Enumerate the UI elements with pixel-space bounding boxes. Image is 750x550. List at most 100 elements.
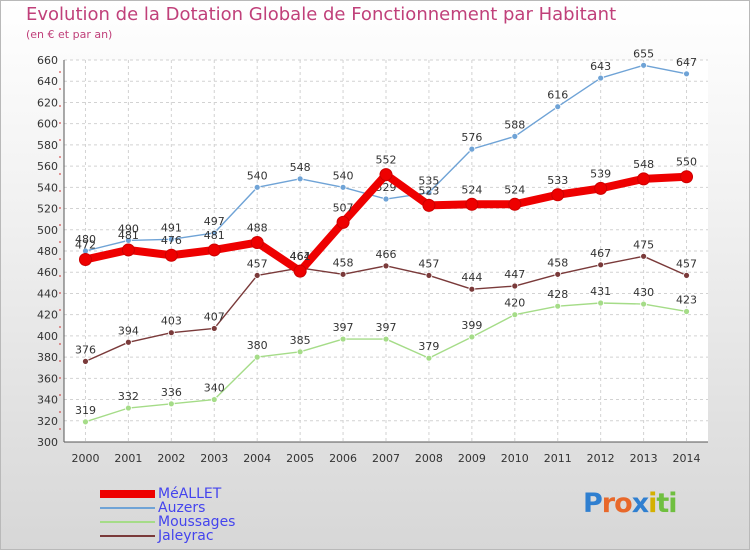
data-point-auzers [468,145,476,153]
x-tick-label: 2000 [71,452,99,465]
data-label-mallet: 533 [547,174,568,187]
data-label-moussages: 399 [461,319,482,332]
data-label-moussages: 340 [204,382,225,395]
legend-label-moussages: Moussages [158,514,236,530]
data-point-jaleyrac [382,262,390,270]
data-label-jaleyrac: 475 [633,238,654,251]
x-tick-label: 2005 [286,452,314,465]
data-point-mallet [336,215,350,229]
data-point-jaleyrac [167,329,175,337]
data-point-mallet [78,252,92,266]
x-tick-label: 2014 [673,452,701,465]
data-point-moussages [167,400,175,408]
data-point-jaleyrac [339,270,347,278]
data-label-mallet: 472 [75,238,96,251]
data-point-mallet [293,264,307,278]
data-label-auzers: 491 [161,221,182,234]
data-point-auzers [296,175,304,183]
data-label-mallet: 481 [204,229,225,242]
data-point-moussages [382,335,390,343]
logo-letter: t [656,488,669,519]
y-tick-label: 360 [37,372,58,385]
data-label-moussages: 397 [333,321,354,334]
data-label-jaleyrac: 394 [118,324,139,337]
data-point-auzers [124,236,132,244]
data-point-mallet [508,197,522,211]
legend-label-jaleyrac: Jaleyrac [158,528,214,544]
y-tick-label: 560 [37,160,58,173]
data-label-auzers: 548 [290,161,311,174]
data-label-jaleyrac: 403 [161,315,182,328]
x-tick-label: 2012 [587,452,615,465]
data-point-mallet [465,197,479,211]
data-point-mallet [379,168,393,182]
data-point-moussages [554,302,562,310]
data-point-mallet [121,243,135,257]
data-label-moussages: 380 [247,339,268,352]
logo-letter: o [614,488,633,519]
x-tick-label: 2004 [243,452,271,465]
y-tick-label: 380 [37,351,58,364]
y-tick-label: 320 [37,415,58,428]
x-tick-label: 2008 [415,452,443,465]
data-label-mallet: 548 [633,158,654,171]
logo-letter: P [583,488,603,519]
data-point-auzers [425,189,433,197]
data-label-mallet: 476 [161,234,182,247]
y-tick-label: 440 [37,287,58,300]
data-label-mallet: 552 [376,154,397,167]
y-tick-label: 580 [37,139,58,152]
data-point-jaleyrac [640,252,647,260]
data-point-mallet [594,181,608,195]
data-point-moussages [210,396,218,403]
data-point-auzers [554,103,562,111]
data-point-auzers [511,132,519,140]
data-point-jaleyrac [511,282,519,290]
data-label-auzers: 576 [461,131,482,144]
data-label-mallet: 461 [290,250,311,263]
y-tick-label: 620 [37,96,58,109]
x-tick-label: 2013 [630,452,658,465]
legend-label-auzers: Auzers [158,500,206,516]
y-tick-label: 640 [37,75,58,88]
y-tick-label: 540 [37,181,58,194]
data-label-auzers: 540 [247,169,268,182]
data-point-auzers [640,61,647,69]
data-label-auzers: 643 [590,60,611,73]
x-tick-label: 2009 [458,452,486,465]
legend-item-moussages: Moussages [100,514,236,530]
data-label-mallet: 507 [333,201,354,214]
data-point-auzers [167,235,175,243]
data-point-moussages [253,353,261,361]
y-tick-label: 420 [37,309,58,322]
legend-item-jaleyrac: Jaleyrac [100,528,214,544]
x-tick-label: 2001 [114,452,142,465]
data-point-moussages [511,311,519,319]
data-point-moussages [82,418,89,426]
data-label-auzers: 480 [75,233,96,246]
legend-swatch-meallet [100,490,155,498]
data-label-moussages: 431 [590,285,611,298]
data-label-auzers: 535 [418,175,439,188]
data-point-jaleyrac [597,261,605,269]
data-label-auzers: 655 [633,47,654,60]
proxiti-logo: Proxiti [583,488,678,519]
data-point-moussages [683,308,690,315]
data-label-moussages: 332 [118,390,139,403]
data-point-moussages [124,404,132,412]
data-point-jaleyrac [425,272,433,279]
legend-item-meallet: MéALLET [100,486,221,502]
data-point-auzers [210,229,218,237]
data-label-auzers: 588 [504,118,525,131]
x-tick-label: 2002 [157,452,185,465]
x-tick-label: 2011 [544,452,572,465]
data-label-moussages: 385 [290,334,311,347]
data-label-auzers: 647 [676,56,697,69]
data-label-jaleyrac: 457 [418,257,439,270]
data-label-mallet: 524 [461,183,482,196]
data-label-moussages: 428 [547,288,568,301]
data-label-mallet: 481 [118,229,139,242]
y-tick-label: 460 [37,266,58,279]
legend-swatch-auzers [100,507,155,509]
y-tick-label: 300 [37,436,58,449]
